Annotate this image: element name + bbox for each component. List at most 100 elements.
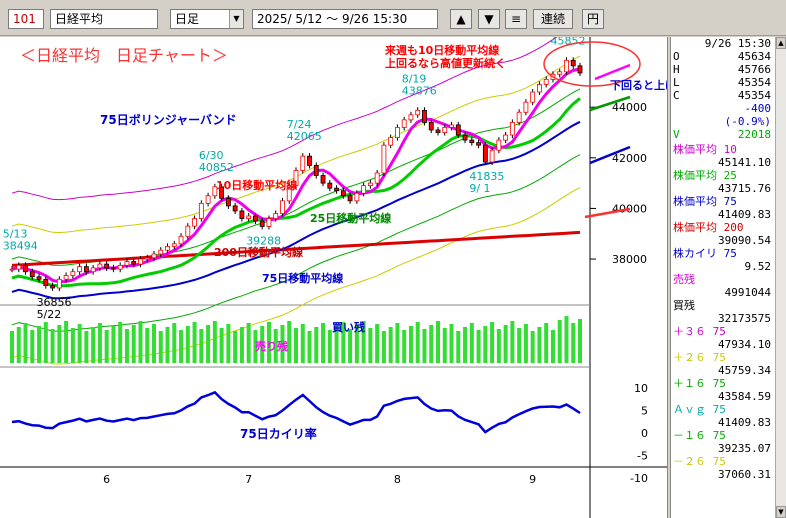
volume-bar xyxy=(571,323,576,363)
panel-change-pct-value: (-0.9%) xyxy=(724,115,771,128)
volume-bar xyxy=(476,330,481,363)
candle-body xyxy=(185,225,191,237)
candle-body xyxy=(354,192,360,202)
candle-body xyxy=(117,264,123,270)
volume-bar xyxy=(212,321,217,363)
panel-ma-value: 9.52 xyxy=(744,260,772,273)
panel-ohlc-value: 45354 xyxy=(737,89,771,102)
candle-body xyxy=(36,276,42,280)
volume-bar xyxy=(97,323,102,363)
candle-body xyxy=(509,121,515,136)
price-tick-label: 44000 xyxy=(612,101,647,114)
bollinger-upper-line xyxy=(11,37,558,201)
sell-balance-label: 売り残 xyxy=(255,339,288,353)
panel-band-value: 41409.83 xyxy=(718,416,771,429)
annotation-date: 39288 xyxy=(246,234,281,247)
ma25-line xyxy=(11,97,581,288)
menu-button[interactable]: ≡ xyxy=(505,9,527,29)
panel-ma-value: 41409.83 xyxy=(718,208,771,221)
panel-ma: 株価平均 10 xyxy=(671,143,773,156)
candle-body xyxy=(165,245,170,251)
panel-date-value: 9/26 15:30 xyxy=(704,37,771,50)
vertical-scrollbar[interactable]: ▲ ▼ xyxy=(775,37,786,518)
candle-body xyxy=(523,101,529,113)
candle-body xyxy=(367,182,373,187)
volume-bar xyxy=(334,326,339,363)
candle-body xyxy=(577,65,583,74)
volume-bar xyxy=(544,323,549,363)
panel-ohlc: O 45634 xyxy=(671,50,773,63)
scroll-down-button[interactable]: ▼ xyxy=(478,9,500,29)
volume-bar xyxy=(179,330,184,363)
volume-bar xyxy=(118,322,123,363)
panel-ma-label: 株価平均 25 xyxy=(673,169,737,182)
volume-bar xyxy=(260,326,265,363)
candle-body xyxy=(23,264,28,273)
currency-button[interactable]: 円 xyxy=(582,9,604,29)
volume-bar xyxy=(239,327,244,363)
scroll-down-icon[interactable]: ▼ xyxy=(776,506,786,518)
volume-bar xyxy=(294,328,298,363)
volume-bar xyxy=(463,327,468,363)
panel-band: 43584.59 xyxy=(671,390,773,403)
candle-body xyxy=(239,210,245,219)
candle-body xyxy=(334,187,339,192)
chevron-down-icon: ▼ xyxy=(229,10,243,28)
stock-name-field[interactable]: 日経平均 xyxy=(50,9,158,29)
date-range-field[interactable]: 2025/ 5/12 ～ 9/26 15:30 xyxy=(252,9,438,29)
volume-bar xyxy=(111,326,116,363)
panel-ma: 9.52 xyxy=(671,260,773,273)
panel-ma-label: 株価平均 200 xyxy=(673,221,744,234)
volume-bar xyxy=(300,324,305,363)
volume-bar xyxy=(381,331,386,363)
candle-body xyxy=(435,129,441,133)
volume-bar xyxy=(537,327,542,363)
candle-body xyxy=(388,137,394,146)
candle-body xyxy=(462,134,468,141)
deviation-tick-label: -5 xyxy=(637,450,648,463)
volume-bar xyxy=(550,330,555,363)
volume-bar xyxy=(449,324,454,363)
panel-band-label: －２６ 75 xyxy=(673,455,726,468)
panel-band: 47934.10 xyxy=(671,338,773,351)
volume-bar xyxy=(490,322,495,363)
scroll-up-icon[interactable]: ▲ xyxy=(776,37,786,49)
link-button[interactable]: 連続 xyxy=(533,9,573,29)
candle-body xyxy=(455,124,461,136)
bollinger-lower-line xyxy=(11,154,581,332)
panel-band: Ａｖｇ 75 xyxy=(671,403,773,416)
stock-code-field[interactable]: 101 xyxy=(8,9,44,29)
candle-body xyxy=(496,139,502,151)
chart-area[interactable]: 38000 40000 42000 44000 5/13 38494 36856 5/22 6/… xyxy=(0,37,668,518)
toolbar: 101 日経平均 日足 ▼ 2025/ 5/12 ～ 9/26 15:30 ▲ … xyxy=(0,0,786,36)
volume-bar xyxy=(341,322,346,363)
volume-bar xyxy=(429,325,434,363)
volume-bar xyxy=(388,327,393,363)
candle-body xyxy=(300,155,306,171)
arrow-ma200 xyxy=(584,207,631,219)
panel-band-label: ＋１６ 75 xyxy=(673,377,726,390)
candle-body xyxy=(50,285,55,289)
candle-body xyxy=(273,213,279,219)
panel-volume-label: V xyxy=(673,128,680,141)
panel-buy-balance: 買残 xyxy=(671,299,773,312)
panel-ma: 39090.54 xyxy=(671,234,773,247)
panel-band: ＋３６ 75 xyxy=(671,325,773,338)
volume-bar xyxy=(280,325,285,363)
candle-body xyxy=(16,264,22,270)
panel-band: 41409.83 xyxy=(671,416,773,429)
annotation-value: 42065 xyxy=(287,130,322,143)
scroll-up-button[interactable]: ▲ xyxy=(450,9,472,29)
candle-body xyxy=(266,218,272,227)
candle-body xyxy=(111,267,116,270)
candle-body xyxy=(151,253,157,259)
deviation-line xyxy=(11,390,581,434)
candle-body xyxy=(313,165,319,176)
panel-band-value: 37060.31 xyxy=(718,468,771,481)
period-select[interactable]: 日足 ▼ xyxy=(170,9,244,29)
candle-body xyxy=(280,200,285,214)
volume-bar xyxy=(510,321,515,363)
chart-svg[interactable]: 380004000042000440005/1338494368565/226/… xyxy=(0,37,668,518)
panel-buy-balance: 32173575 xyxy=(671,312,773,325)
volume-bar xyxy=(23,323,28,363)
